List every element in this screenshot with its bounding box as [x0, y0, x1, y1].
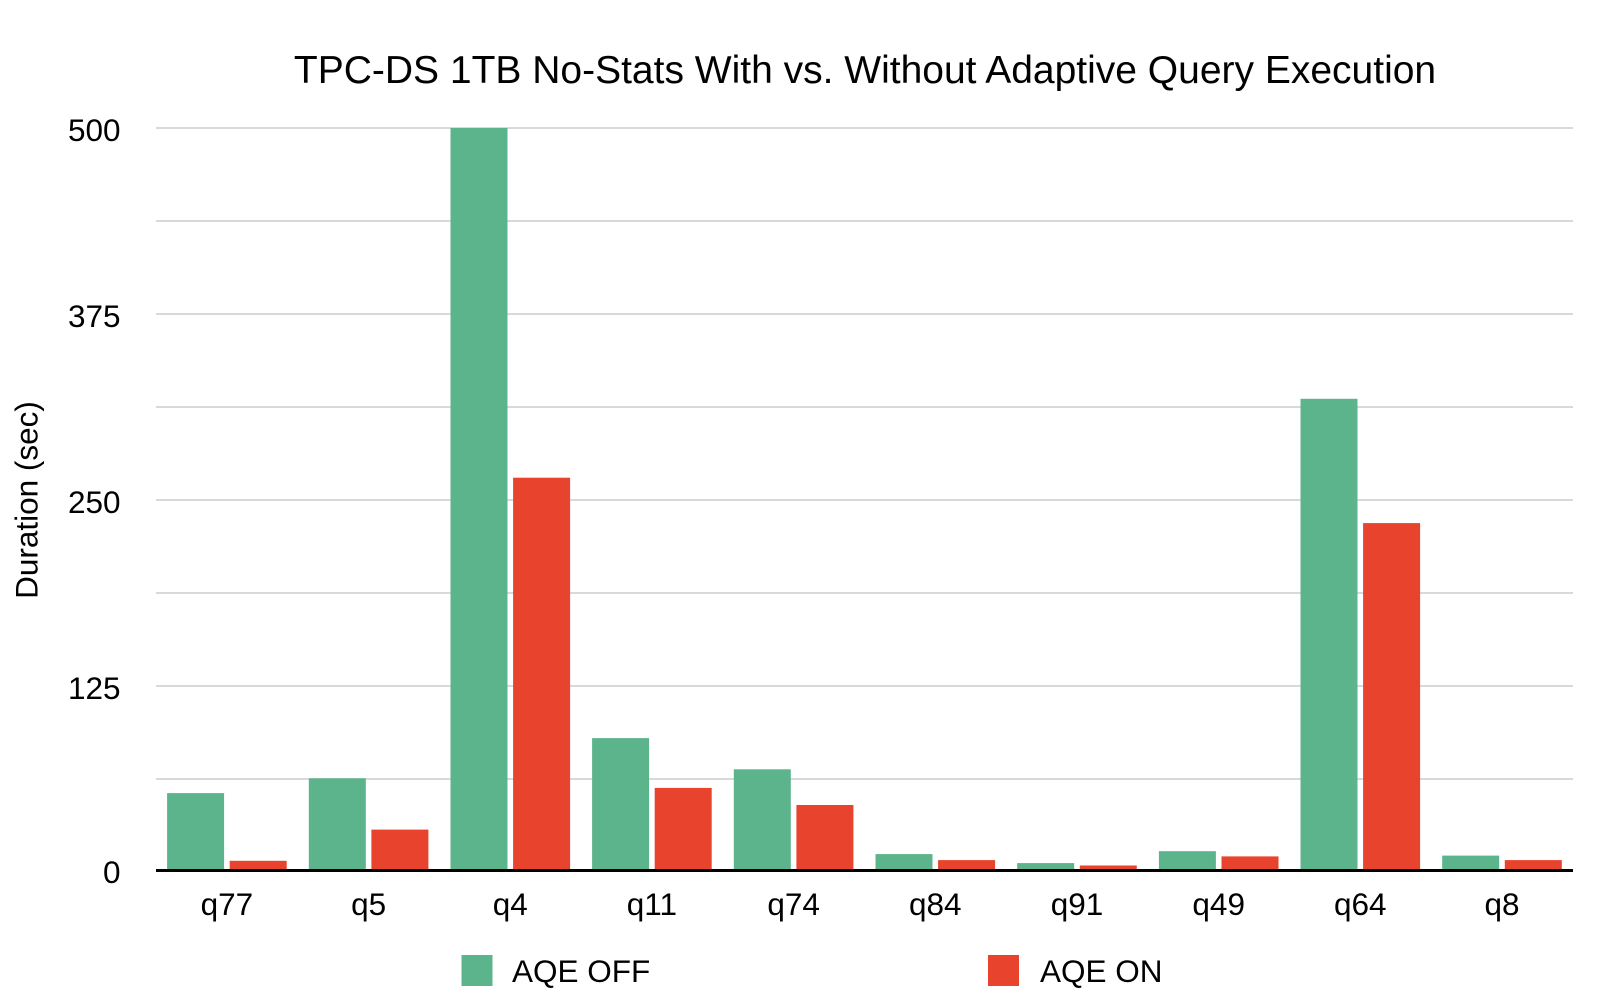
svg-text:q84: q84 — [909, 886, 962, 922]
svg-text:500: 500 — [68, 112, 121, 148]
svg-text:q74: q74 — [767, 886, 820, 922]
svg-text:q77: q77 — [201, 886, 254, 922]
svg-text:125: 125 — [68, 670, 121, 706]
svg-text:q11: q11 — [627, 886, 677, 922]
svg-text:AQE OFF: AQE OFF — [512, 953, 650, 989]
svg-text:AQE ON: AQE ON — [1040, 953, 1163, 989]
svg-text:375: 375 — [68, 298, 121, 334]
svg-text:Duration (sec): Duration (sec) — [9, 401, 45, 599]
svg-text:250: 250 — [68, 484, 121, 520]
svg-text:0: 0 — [103, 854, 121, 890]
svg-text:q8: q8 — [1484, 886, 1519, 922]
svg-text:q4: q4 — [493, 886, 528, 922]
svg-text:q5: q5 — [351, 886, 386, 922]
svg-text:q64: q64 — [1334, 886, 1387, 922]
svg-text:q49: q49 — [1192, 886, 1245, 922]
svg-text:q91: q91 — [1051, 886, 1104, 922]
svg-text:TPC-DS 1TB No-Stats With vs. W: TPC-DS 1TB No-Stats With vs. Without Ada… — [294, 49, 1436, 92]
